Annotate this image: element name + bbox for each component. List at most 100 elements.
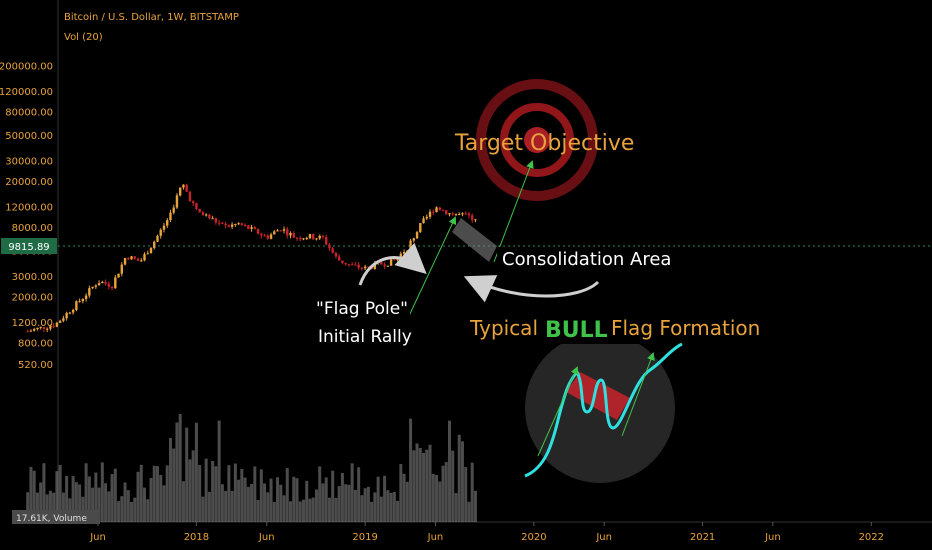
volume-bar bbox=[470, 462, 474, 522]
candle-body bbox=[211, 218, 214, 220]
volume-bar bbox=[405, 481, 409, 522]
volume-bar bbox=[295, 478, 299, 522]
candle-body bbox=[201, 212, 205, 215]
x-axis-ticks: Jun 2018 Jun 2019 Jun 2020 Jun 2021 Jun 2022 bbox=[89, 522, 884, 543]
candle-body bbox=[217, 222, 221, 224]
current-price-label: 9815.89 bbox=[8, 242, 49, 253]
volume-bar bbox=[133, 497, 137, 522]
candle-body bbox=[243, 224, 247, 226]
candle-body bbox=[91, 286, 94, 289]
consolidation-label: Consolidation Area bbox=[502, 249, 671, 270]
volume-bar bbox=[198, 465, 202, 522]
y-tick-label: 800.00 bbox=[18, 338, 53, 349]
volume-bar bbox=[473, 490, 477, 522]
volume-bar bbox=[331, 470, 335, 522]
y-tick-label: 30000.00 bbox=[5, 157, 53, 168]
volume-bar bbox=[451, 450, 455, 522]
candle-body bbox=[422, 218, 425, 224]
typical-label: Typical bbox=[469, 316, 538, 340]
volume-bar bbox=[168, 438, 172, 522]
volume-bar bbox=[460, 441, 464, 522]
volume-bar bbox=[159, 474, 163, 522]
flag-pole-label-bg bbox=[312, 294, 410, 346]
volume-bar bbox=[94, 472, 98, 522]
candle-body bbox=[467, 213, 471, 216]
candle-body bbox=[178, 187, 182, 196]
candle-body bbox=[435, 207, 438, 213]
volume-bar bbox=[454, 493, 458, 522]
volume-bar bbox=[334, 497, 338, 522]
volume-bar bbox=[256, 499, 260, 522]
candle-body bbox=[273, 231, 276, 235]
volume-bar bbox=[448, 420, 451, 522]
candle-body bbox=[68, 312, 72, 314]
candle-body bbox=[260, 233, 263, 236]
candle-body bbox=[65, 312, 68, 319]
volume-bar bbox=[149, 477, 153, 522]
candle-body bbox=[162, 225, 166, 230]
volume-bar bbox=[188, 459, 192, 522]
x-tick-label: Jun bbox=[595, 532, 612, 543]
volume-bar bbox=[65, 475, 69, 522]
candle-body bbox=[214, 218, 218, 223]
candle-body bbox=[204, 214, 208, 216]
volume-bar bbox=[42, 463, 46, 522]
candle-body bbox=[117, 273, 120, 278]
volume-bar bbox=[396, 500, 400, 522]
candle-body bbox=[279, 230, 282, 232]
candle-body bbox=[208, 214, 211, 219]
volume-bar bbox=[191, 450, 195, 522]
volume-bar bbox=[162, 485, 166, 522]
volume-bar bbox=[71, 476, 75, 522]
x-tick-label: 2020 bbox=[521, 532, 546, 543]
volume-bar bbox=[143, 487, 147, 522]
candle-body bbox=[88, 288, 91, 296]
volume-bar bbox=[152, 465, 156, 522]
volume-bar bbox=[337, 486, 341, 522]
candle-body bbox=[302, 238, 305, 240]
volume-bar bbox=[194, 422, 198, 522]
x-tick-label: Jun bbox=[427, 532, 444, 543]
volume-bar bbox=[35, 492, 39, 522]
volume-bar bbox=[181, 481, 185, 522]
consolidation-box bbox=[452, 218, 497, 262]
volume-bar bbox=[123, 482, 127, 522]
candle-body bbox=[81, 298, 85, 302]
volume-bar bbox=[363, 488, 367, 522]
candle-body bbox=[240, 223, 244, 225]
volume-indicator-label: Vol (20) bbox=[64, 32, 103, 43]
y-tick-label: 2000.00 bbox=[12, 292, 53, 303]
candle-body bbox=[58, 320, 62, 323]
candle-body bbox=[360, 267, 364, 269]
candle-body bbox=[146, 253, 149, 255]
candle-body bbox=[221, 222, 224, 224]
candle-body bbox=[344, 262, 347, 265]
target-rings bbox=[476, 79, 598, 201]
volume-bar bbox=[438, 481, 442, 522]
x-tick-label: 2022 bbox=[859, 532, 884, 543]
volume-bar bbox=[415, 443, 419, 522]
candle-body bbox=[286, 229, 289, 236]
candle-body bbox=[299, 237, 302, 240]
volume-bar bbox=[107, 491, 111, 522]
volume-bar bbox=[435, 475, 439, 522]
volume-bar bbox=[457, 434, 461, 522]
volume-bar bbox=[373, 492, 377, 522]
candle-body bbox=[166, 220, 169, 226]
candle-body bbox=[412, 238, 416, 241]
volume-bar bbox=[61, 492, 65, 522]
candle-body bbox=[32, 329, 36, 331]
volume-bar bbox=[467, 501, 471, 522]
bull-flag-cyan-curve bbox=[524, 342, 683, 478]
volume-bar bbox=[110, 474, 114, 522]
candle-body bbox=[104, 282, 107, 284]
volume-bar bbox=[360, 495, 364, 522]
volume-bar bbox=[314, 489, 318, 522]
volume-bar bbox=[120, 496, 124, 522]
candle-body bbox=[78, 301, 81, 303]
volume-bar bbox=[444, 462, 448, 522]
initial-rally-label: Initial Rally bbox=[318, 327, 412, 347]
volume-bar bbox=[282, 495, 286, 522]
volume-bar bbox=[279, 484, 283, 522]
candle-body bbox=[305, 238, 308, 240]
